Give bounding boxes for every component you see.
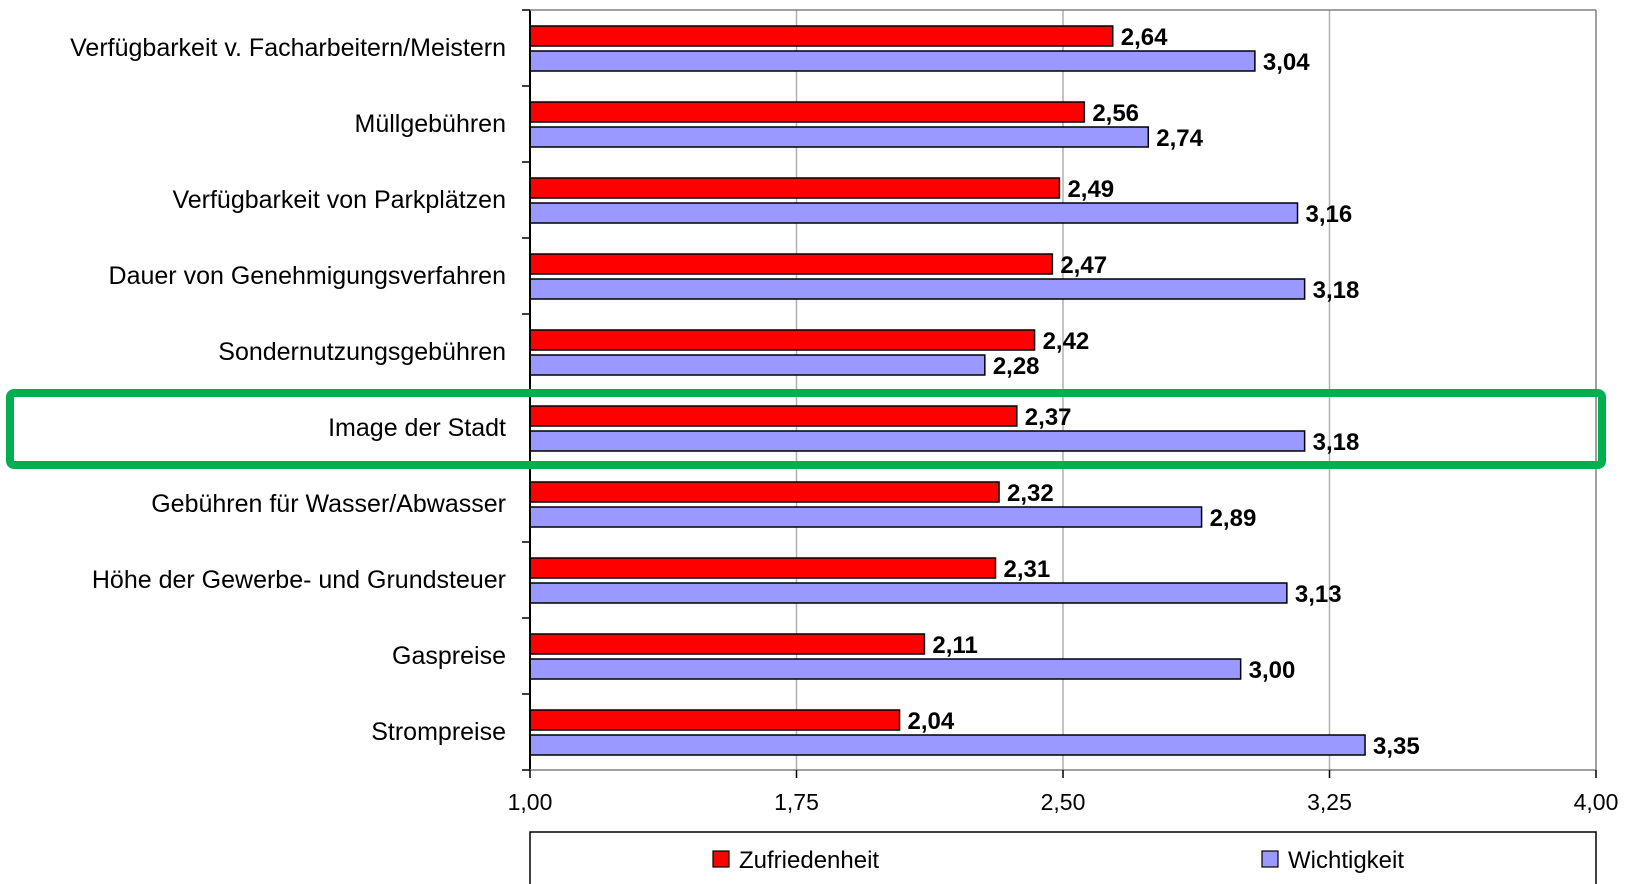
bar-wichtigkeit — [529, 658, 1242, 680]
data-label: 3,00 — [1249, 657, 1296, 684]
data-label: 2,56 — [1092, 100, 1139, 127]
legend-swatch-zufriedenheit — [712, 850, 730, 868]
bars — [529, 25, 1366, 756]
bar-zufriedenheit — [529, 557, 997, 579]
data-label: 3,18 — [1313, 277, 1360, 304]
bar-wichtigkeit — [529, 50, 1256, 72]
highlight-box — [6, 389, 1606, 469]
bar-zufriedenheit — [529, 329, 1036, 351]
legend-swatch-wichtigkeit — [1261, 850, 1279, 868]
category-label: Höhe der Gewerbe- und Grundsteuer — [92, 566, 506, 594]
labels: 1,00 1,75 2,50 3,25 4,00 Verfügbarkeit v. Fac… — [70, 24, 1618, 815]
bar-wichtigkeit — [529, 734, 1366, 756]
legend-label: Zufriedenheit — [739, 847, 879, 874]
legend: Zufriedenheit Wichtigkeit — [529, 831, 1597, 884]
bar-zufriedenheit — [529, 177, 1061, 199]
x-tick-label: 1,75 — [774, 789, 819, 815]
data-label: 3,18 — [1313, 429, 1360, 456]
bar-wichtigkeit — [529, 506, 1203, 528]
data-label: 2,11 — [932, 632, 977, 659]
data-label: 2,31 — [1003, 556, 1050, 583]
category-label: Gebühren für Wasser/Abwasser — [151, 490, 506, 518]
bar-zufriedenheit — [529, 709, 901, 731]
category-label: Image der Stadt — [328, 414, 506, 442]
x-tick-label: 3,25 — [1307, 789, 1352, 815]
data-label: 3,04 — [1263, 49, 1310, 76]
legend-box — [529, 831, 1597, 884]
category-label: Verfügbarkeit von Parkplätzen — [172, 186, 506, 214]
data-label: 2,42 — [1043, 328, 1090, 355]
x-tick-label: 1,00 — [508, 789, 553, 815]
data-label: 2,89 — [1210, 505, 1257, 532]
bar-wichtigkeit — [529, 430, 1306, 452]
x-tick-label: 2,50 — [1041, 789, 1086, 815]
data-label: 2,49 — [1067, 176, 1114, 203]
data-label: 2,74 — [1156, 125, 1203, 152]
bar-zufriedenheit — [529, 633, 926, 655]
data-label: 3,13 — [1295, 581, 1342, 608]
data-label: 2,64 — [1121, 24, 1168, 51]
data-label: 3,16 — [1306, 201, 1353, 228]
bar-wichtigkeit — [529, 354, 986, 376]
data-label: 2,37 — [1025, 404, 1072, 431]
category-label: Müllgebühren — [355, 110, 507, 138]
bar-zufriedenheit — [529, 405, 1018, 427]
category-label: Strompreise — [371, 718, 506, 746]
bar-wichtigkeit — [529, 202, 1299, 224]
data-label: 2,04 — [908, 708, 955, 735]
data-label: 2,32 — [1007, 480, 1054, 507]
bar-zufriedenheit — [529, 25, 1114, 47]
bar-wichtigkeit — [529, 582, 1288, 604]
data-label: 2,47 — [1060, 252, 1107, 279]
bar-zufriedenheit — [529, 101, 1086, 123]
category-label: Gaspreise — [392, 642, 506, 670]
category-label: Verfügbarkeit v. Facharbeitern/Meistern — [70, 34, 506, 62]
legend-label: Wichtigkeit — [1288, 847, 1404, 874]
x-tick-label: 4,00 — [1574, 789, 1619, 815]
bar-wichtigkeit — [529, 126, 1150, 148]
data-label: 2,28 — [993, 353, 1040, 380]
data-label: 3,35 — [1373, 733, 1420, 760]
highlight-rect — [6, 389, 1606, 469]
bar-wichtigkeit — [529, 278, 1306, 300]
category-label: Dauer von Genehmigungsverfahren — [109, 262, 506, 290]
category-label: Sondernutzungsgebühren — [218, 338, 506, 366]
bar-zufriedenheit — [529, 253, 1054, 275]
bar-zufriedenheit — [529, 481, 1000, 503]
